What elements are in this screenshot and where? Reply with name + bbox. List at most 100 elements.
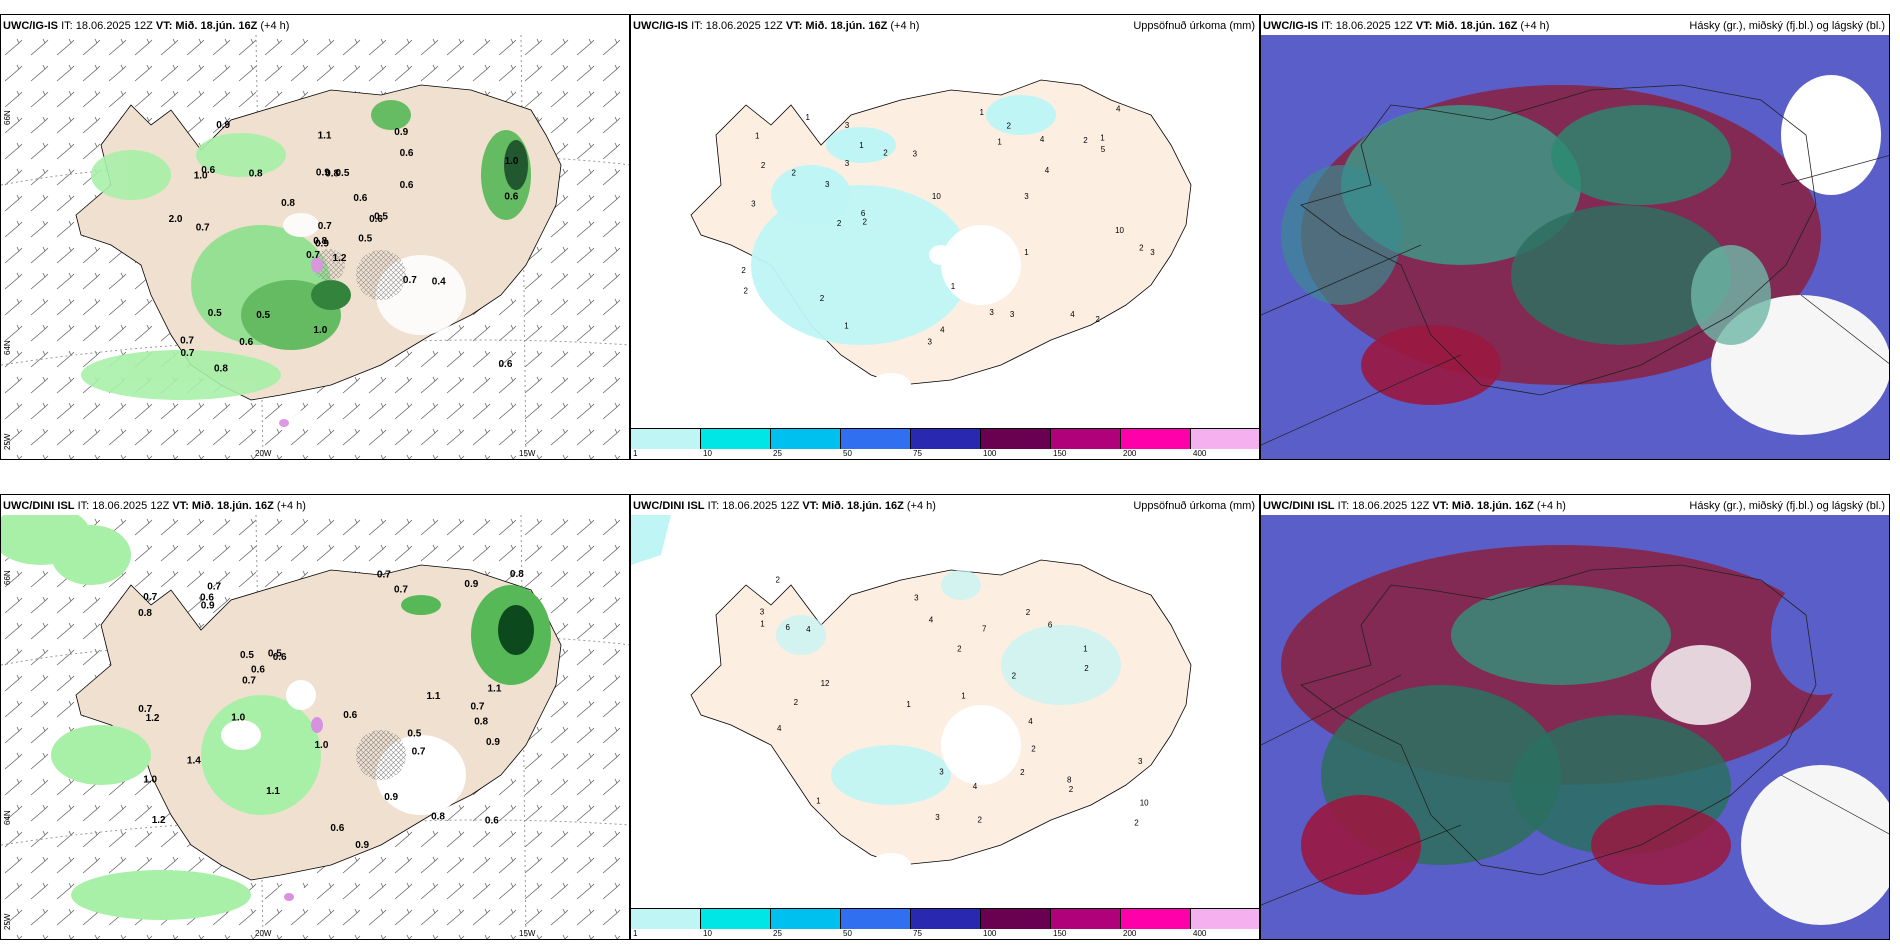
panel-precip-wind-dini: UWC/DINI ISL IT: 18.06.2025 12Z VT: Mið.… bbox=[0, 494, 630, 940]
value-label: 0.9 bbox=[316, 168, 330, 179]
value-label: 4 bbox=[1116, 104, 1121, 113]
value-label: 0.6 bbox=[400, 148, 414, 159]
value-label: 1.2 bbox=[333, 253, 347, 264]
scale-swatch bbox=[981, 429, 1051, 449]
value-label: 0.6 bbox=[239, 337, 253, 348]
scale-swatch bbox=[911, 909, 981, 929]
lat-label: 25W bbox=[3, 913, 12, 930]
scale-swatch bbox=[1121, 909, 1191, 929]
scale-swatch bbox=[701, 429, 771, 449]
value-label: 1.0 bbox=[231, 713, 245, 724]
value-label: 2 bbox=[1026, 608, 1031, 617]
value-label: 3 bbox=[825, 180, 830, 189]
scale-label: 200 bbox=[1123, 929, 1137, 938]
scale-label: 150 bbox=[1053, 929, 1067, 938]
scale-swatch bbox=[771, 909, 841, 929]
scale-swatch bbox=[841, 909, 911, 929]
value-label: 2.0 bbox=[169, 214, 183, 225]
lat-label: 66N bbox=[3, 570, 12, 585]
value-label: 4 bbox=[940, 326, 945, 335]
panel-title: UWC/DINI ISL IT: 18.06.2025 12Z VT: Mið.… bbox=[3, 500, 306, 512]
map-clouds bbox=[1261, 515, 1889, 939]
value-label: 1.1 bbox=[266, 786, 280, 797]
value-label: 0.8 bbox=[138, 608, 152, 619]
value-label: 1.0 bbox=[315, 740, 329, 751]
value-label: 0.6 bbox=[200, 593, 214, 604]
value-label: 1 bbox=[1083, 645, 1088, 654]
value-label: 0.6 bbox=[343, 710, 357, 721]
value-label: 0.9 bbox=[394, 127, 408, 138]
value-label: 1 bbox=[961, 692, 966, 701]
value-label: 0.9 bbox=[486, 737, 500, 748]
value-label: 0.8 bbox=[281, 198, 295, 209]
scale-swatch bbox=[911, 429, 981, 449]
precip-green-areas bbox=[81, 100, 531, 432]
value-label: 2 bbox=[978, 816, 983, 825]
value-label: 1 bbox=[859, 141, 864, 150]
value-label: 2 bbox=[1012, 671, 1017, 680]
value-label: 0.5 bbox=[336, 168, 350, 179]
color-scale bbox=[631, 428, 1259, 449]
scale-swatch bbox=[1121, 429, 1191, 449]
value-label: 0.5 bbox=[358, 234, 372, 245]
panel-clouds-dini: UWC/DINI ISL IT: 18.06.2025 12Z VT: Mið.… bbox=[1260, 494, 1890, 940]
value-label: 2 bbox=[1007, 122, 1012, 131]
value-label: 0.8 bbox=[313, 236, 327, 247]
value-label: 10 bbox=[932, 192, 941, 201]
scale-label: 75 bbox=[913, 449, 922, 458]
value-label: 1 bbox=[806, 113, 811, 122]
value-label: 1.4 bbox=[187, 756, 201, 767]
panel-title: UWC/DINI ISL IT: 18.06.2025 12Z VT: Mið.… bbox=[633, 500, 936, 512]
value-label: 0.7 bbox=[181, 348, 195, 359]
lat-label: 64N bbox=[3, 810, 12, 825]
map-precip-wind: 1.21.00.90.70.60.50.90.50.60.50.90.60.71… bbox=[1, 35, 629, 459]
value-label: 0.7 bbox=[412, 746, 426, 757]
value-label: 0.4 bbox=[432, 277, 446, 288]
value-label: 1 bbox=[980, 108, 985, 117]
value-label: 0.9 bbox=[216, 120, 230, 131]
value-label: 1 bbox=[844, 322, 849, 331]
value-label: 0.8 bbox=[431, 812, 445, 823]
scale-label: 10 bbox=[703, 929, 712, 938]
value-label: 1 bbox=[755, 131, 760, 140]
panel-accum-precip-dini: UWC/DINI ISL IT: 18.06.2025 12Z VT: Mið.… bbox=[630, 494, 1260, 940]
value-label: 4 bbox=[1070, 310, 1075, 319]
value-label: 3 bbox=[845, 121, 850, 130]
value-label: 3 bbox=[760, 607, 765, 616]
value-label: 3 bbox=[1024, 192, 1029, 201]
value-label: 0.8 bbox=[214, 363, 228, 374]
value-label: 0.6 bbox=[485, 815, 499, 826]
value-label: 2 bbox=[1095, 315, 1100, 324]
value-label: 2 bbox=[820, 294, 825, 303]
value-label: 0.5 bbox=[208, 308, 222, 319]
value-label: 0.7 bbox=[306, 250, 320, 261]
scale-label: 400 bbox=[1193, 929, 1207, 938]
value-label: 1.1 bbox=[318, 130, 332, 141]
value-label: 3 bbox=[1150, 248, 1155, 257]
value-label: 0.6 bbox=[353, 193, 367, 204]
value-label: 0.7 bbox=[403, 275, 417, 286]
value-label: 0.9 bbox=[201, 600, 215, 611]
value-label: 0.6 bbox=[369, 214, 383, 225]
scale-label: 50 bbox=[843, 449, 852, 458]
scale-swatch bbox=[1191, 909, 1259, 929]
scale-swatch bbox=[981, 909, 1051, 929]
value-label: 0.5 bbox=[240, 650, 254, 661]
value-label: 0.6 bbox=[273, 652, 287, 663]
lon-label: 20W bbox=[255, 929, 272, 938]
value-label: 4 bbox=[1028, 717, 1033, 726]
scale-label: 75 bbox=[913, 929, 922, 938]
lon-label: 15W bbox=[519, 449, 536, 458]
lat-label: 66N bbox=[3, 110, 12, 125]
value-label: 1 bbox=[760, 620, 765, 629]
scale-swatch bbox=[1051, 429, 1121, 449]
value-label: 1.2 bbox=[146, 713, 160, 724]
value-label: 6 bbox=[861, 209, 866, 218]
scale-swatch bbox=[771, 429, 841, 449]
scale-label: 10 bbox=[703, 449, 712, 458]
scale-swatch bbox=[631, 909, 701, 929]
value-label: 1.2 bbox=[152, 815, 166, 826]
value-label: 0.7 bbox=[196, 223, 210, 234]
